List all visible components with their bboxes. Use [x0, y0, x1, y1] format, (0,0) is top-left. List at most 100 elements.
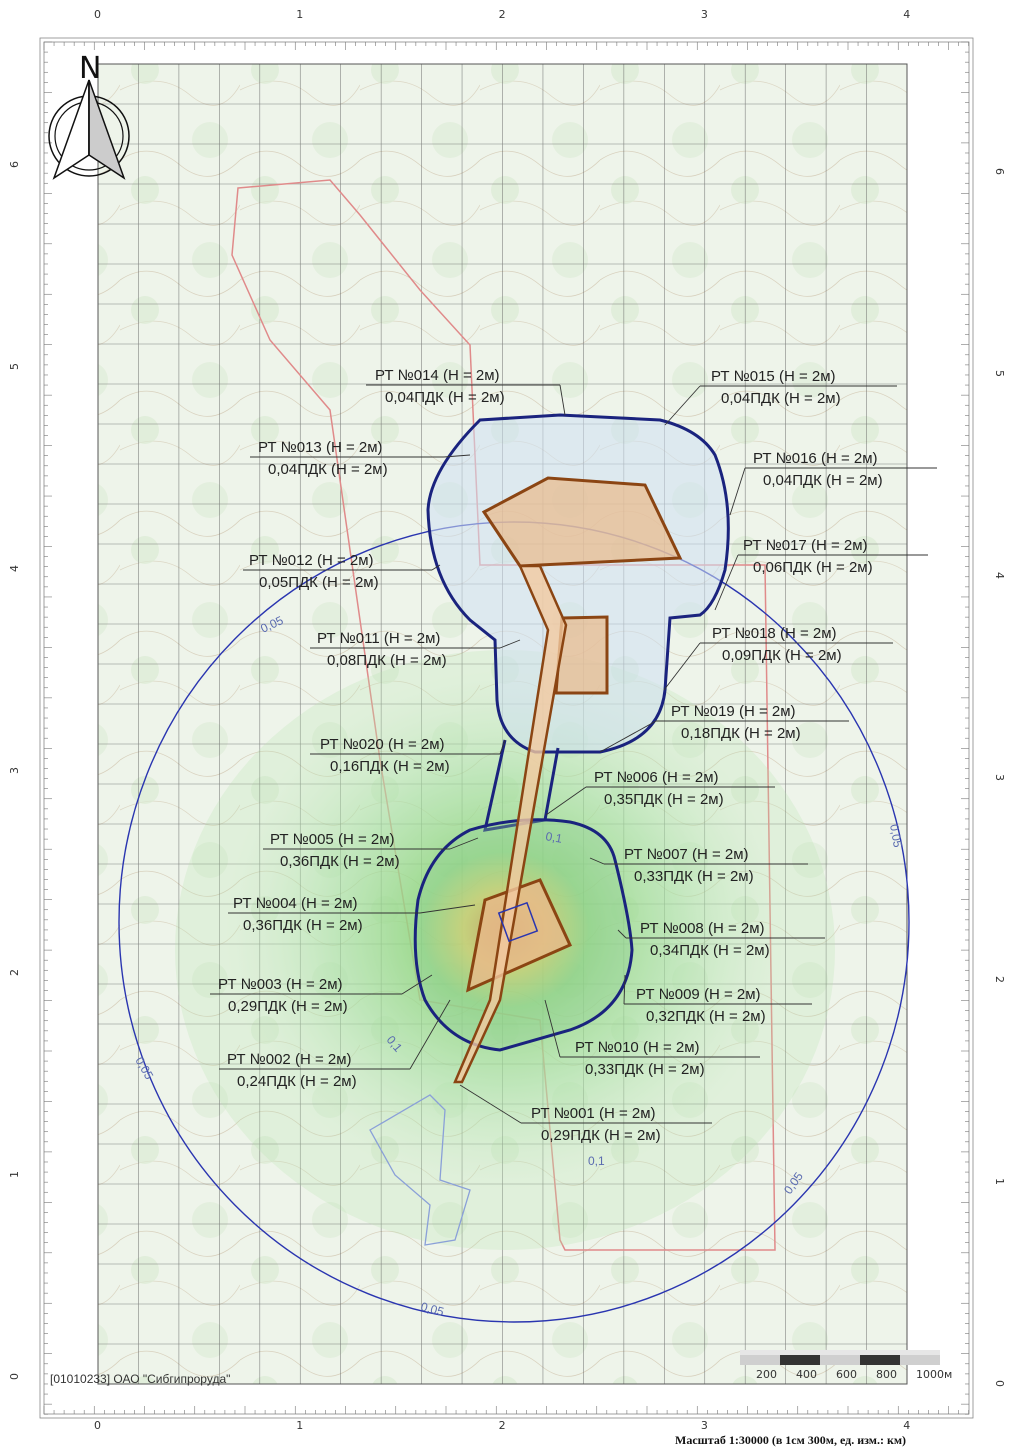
- leader-line: [443, 454, 471, 458]
- isoline-label: 0,1: [544, 829, 563, 846]
- point-name: РТ №003 (Н = 2м): [218, 976, 343, 993]
- point-label-007: РТ №007 (Н = 2м) 0,33ПДК (Н = 2м): [604, 846, 808, 885]
- point-label-008: РТ №008 (Н = 2м) 0,34ПДК (Н = 2м): [626, 920, 825, 959]
- y-tick-right: 6: [993, 168, 1006, 175]
- point-value: 0,33ПДК (Н = 2м): [634, 868, 754, 885]
- isoline-label: 0,05: [419, 1299, 445, 1319]
- point-name: РТ №019 (Н = 2м): [671, 703, 796, 720]
- point-name: РТ №001 (Н = 2м): [531, 1105, 656, 1122]
- leader-line: [499, 639, 521, 649]
- x-tick-bottom: 0: [94, 1419, 101, 1432]
- point-name: РТ №013 (Н = 2м): [258, 439, 383, 456]
- x-tick-top: 4: [903, 8, 910, 21]
- point-name: РТ №004 (Н = 2м): [233, 895, 358, 912]
- x-tick-bottom: 2: [499, 1419, 506, 1432]
- point-name: РТ №016 (Н = 2м): [753, 450, 878, 467]
- y-tick-left: 4: [8, 565, 21, 572]
- point-name: РТ №002 (Н = 2м): [227, 1051, 352, 1068]
- isoline-contour: [369, 1094, 471, 1246]
- leader-line: [599, 720, 657, 753]
- scalebar-label: 400: [796, 1368, 817, 1381]
- point-name: РТ №005 (Н = 2м): [270, 831, 395, 848]
- point-name: РТ №020 (Н = 2м): [320, 736, 445, 753]
- point-label-019: РТ №019 (Н = 2м) 0,18ПДК (Н = 2м): [656, 703, 849, 742]
- leader-line: [544, 999, 561, 1058]
- point-name: РТ №015 (Н = 2м): [711, 368, 836, 385]
- point-value: 0,04ПДК (Н = 2м): [385, 389, 505, 406]
- point-value: 0,35ПДК (Н = 2м): [604, 791, 724, 808]
- point-label-014: РТ №014 (Н = 2м) 0,04ПДК (Н = 2м): [366, 367, 560, 406]
- x-tick-bottom: 4: [903, 1419, 910, 1432]
- point-value: 0,08ПДК (Н = 2м): [327, 652, 447, 669]
- site-polygon-south: [465, 878, 573, 993]
- ruler-left: 0 1 2 3 4 5 6: [8, 41, 52, 1415]
- point-value: 0,32ПДК (Н = 2м): [646, 1008, 766, 1025]
- north-label: N: [79, 51, 101, 86]
- y-tick-right: 2: [993, 976, 1006, 983]
- x-tick-bottom: 1: [296, 1419, 303, 1432]
- site-road: [453, 564, 568, 1084]
- ruler-right: 0 1 2 3 4 5 6: [961, 41, 1006, 1415]
- leader-line: [449, 837, 479, 850]
- point-value: 0,04ПДК (Н = 2м): [763, 472, 883, 489]
- point-label-004: РТ №004 (Н = 2м) 0,36ПДК (Н = 2м): [228, 895, 420, 934]
- sanitary-zone-outline: [231, 179, 776, 1251]
- point-label-003: РТ №003 (Н = 2м) 0,29ПДК (Н = 2м): [210, 976, 402, 1015]
- point-value: 0,18ПДК (Н = 2м): [681, 725, 801, 742]
- leader-line: [401, 974, 433, 995]
- point-label-016: РТ №016 (Н = 2м) 0,04ПДК (Н = 2м): [745, 450, 937, 489]
- point-label-001: РТ №001 (Н = 2м) 0,29ПДК (Н = 2м): [521, 1105, 712, 1144]
- point-value: 0,36ПДК (Н = 2м): [243, 917, 363, 934]
- leader-line: [623, 974, 626, 1005]
- leader-line: [431, 564, 441, 571]
- point-value: 0,29ПДК (Н = 2м): [228, 998, 348, 1015]
- leader-line: [664, 385, 701, 426]
- y-tick-left: 3: [8, 767, 21, 774]
- leader-line: [663, 642, 701, 691]
- ruler-bottom: 0 1 2 3 4: [43, 1406, 969, 1432]
- point-name: РТ №018 (Н = 2м): [712, 625, 837, 642]
- point-label-005: РТ №005 (Н = 2м) 0,36ПДК (Н = 2м): [263, 831, 450, 870]
- leader-line: [714, 554, 739, 611]
- y-tick-right: 3: [993, 774, 1006, 781]
- y-tick-right: 0: [993, 1380, 1006, 1387]
- point-label-010: РТ №010 (Н = 2м) 0,33ПДК (Н = 2м): [560, 1039, 760, 1078]
- scale-bar: 200 400 600 800 1000м: [740, 1350, 952, 1381]
- point-label-009: РТ №009 (Н = 2м) 0,32ПДК (Н = 2м): [624, 986, 812, 1025]
- north-arrow: N: [48, 51, 130, 180]
- point-label-018: РТ №018 (Н = 2м) 0,09ПДК (Н = 2м): [700, 625, 893, 664]
- connector-corridor: [483, 739, 560, 832]
- y-tick-left: 2: [8, 969, 21, 976]
- point-label-020: РТ №020 (Н = 2м) 0,16ПДК (Н = 2м): [310, 736, 500, 775]
- y-tick-left: 5: [8, 363, 21, 370]
- leader-line: [729, 467, 746, 516]
- scalebar-label: 200: [756, 1368, 777, 1381]
- leader-line: [559, 384, 566, 416]
- point-label-002: РТ №002 (Н = 2м) 0,24ПДК (Н = 2м): [219, 1051, 410, 1090]
- y-tick-right: 1: [993, 1178, 1006, 1185]
- point-name: РТ №008 (Н = 2м): [640, 920, 765, 937]
- isoline-label: 0,05: [887, 823, 905, 849]
- point-label-011: РТ №011 (Н = 2м) 0,08ПДК (Н = 2м): [310, 630, 500, 669]
- point-value: 0,16ПДК (Н = 2м): [330, 758, 450, 775]
- point-name: РТ №007 (Н = 2м): [624, 846, 749, 863]
- isoline-label: 0,1: [588, 1154, 605, 1168]
- point-name: РТ №010 (Н = 2м): [575, 1039, 700, 1056]
- point-label-012: РТ №012 (Н = 2м) 0,05ПДК (Н = 2м): [243, 552, 432, 591]
- point-name: РТ №017 (Н = 2м): [743, 537, 868, 554]
- site-polygon-north: [481, 476, 683, 568]
- point-value: 0,29ПДК (Н = 2м): [541, 1127, 661, 1144]
- point-value: 0,06ПДК (Н = 2м): [753, 559, 873, 576]
- footer-organization: [01010233] ОАО "Сибгипроруда": [50, 1372, 230, 1386]
- leader-line: [459, 1084, 522, 1124]
- scale-caption: Масштаб 1:30000 (в 1см 300м, ед. изм.: к…: [675, 1433, 906, 1447]
- point-label-013: РТ №013 (Н = 2м) 0,04ПДК (Н = 2м): [250, 439, 444, 478]
- scalebar-label: 600: [836, 1368, 857, 1381]
- x-tick-top: 2: [499, 8, 506, 21]
- leader-line: [617, 929, 627, 939]
- point-name: РТ №014 (Н = 2м): [375, 367, 500, 384]
- point-value: 0,33ПДК (Н = 2м): [585, 1061, 705, 1078]
- point-value: 0,04ПДК (Н = 2м): [268, 461, 388, 478]
- y-tick-right: 4: [993, 572, 1006, 579]
